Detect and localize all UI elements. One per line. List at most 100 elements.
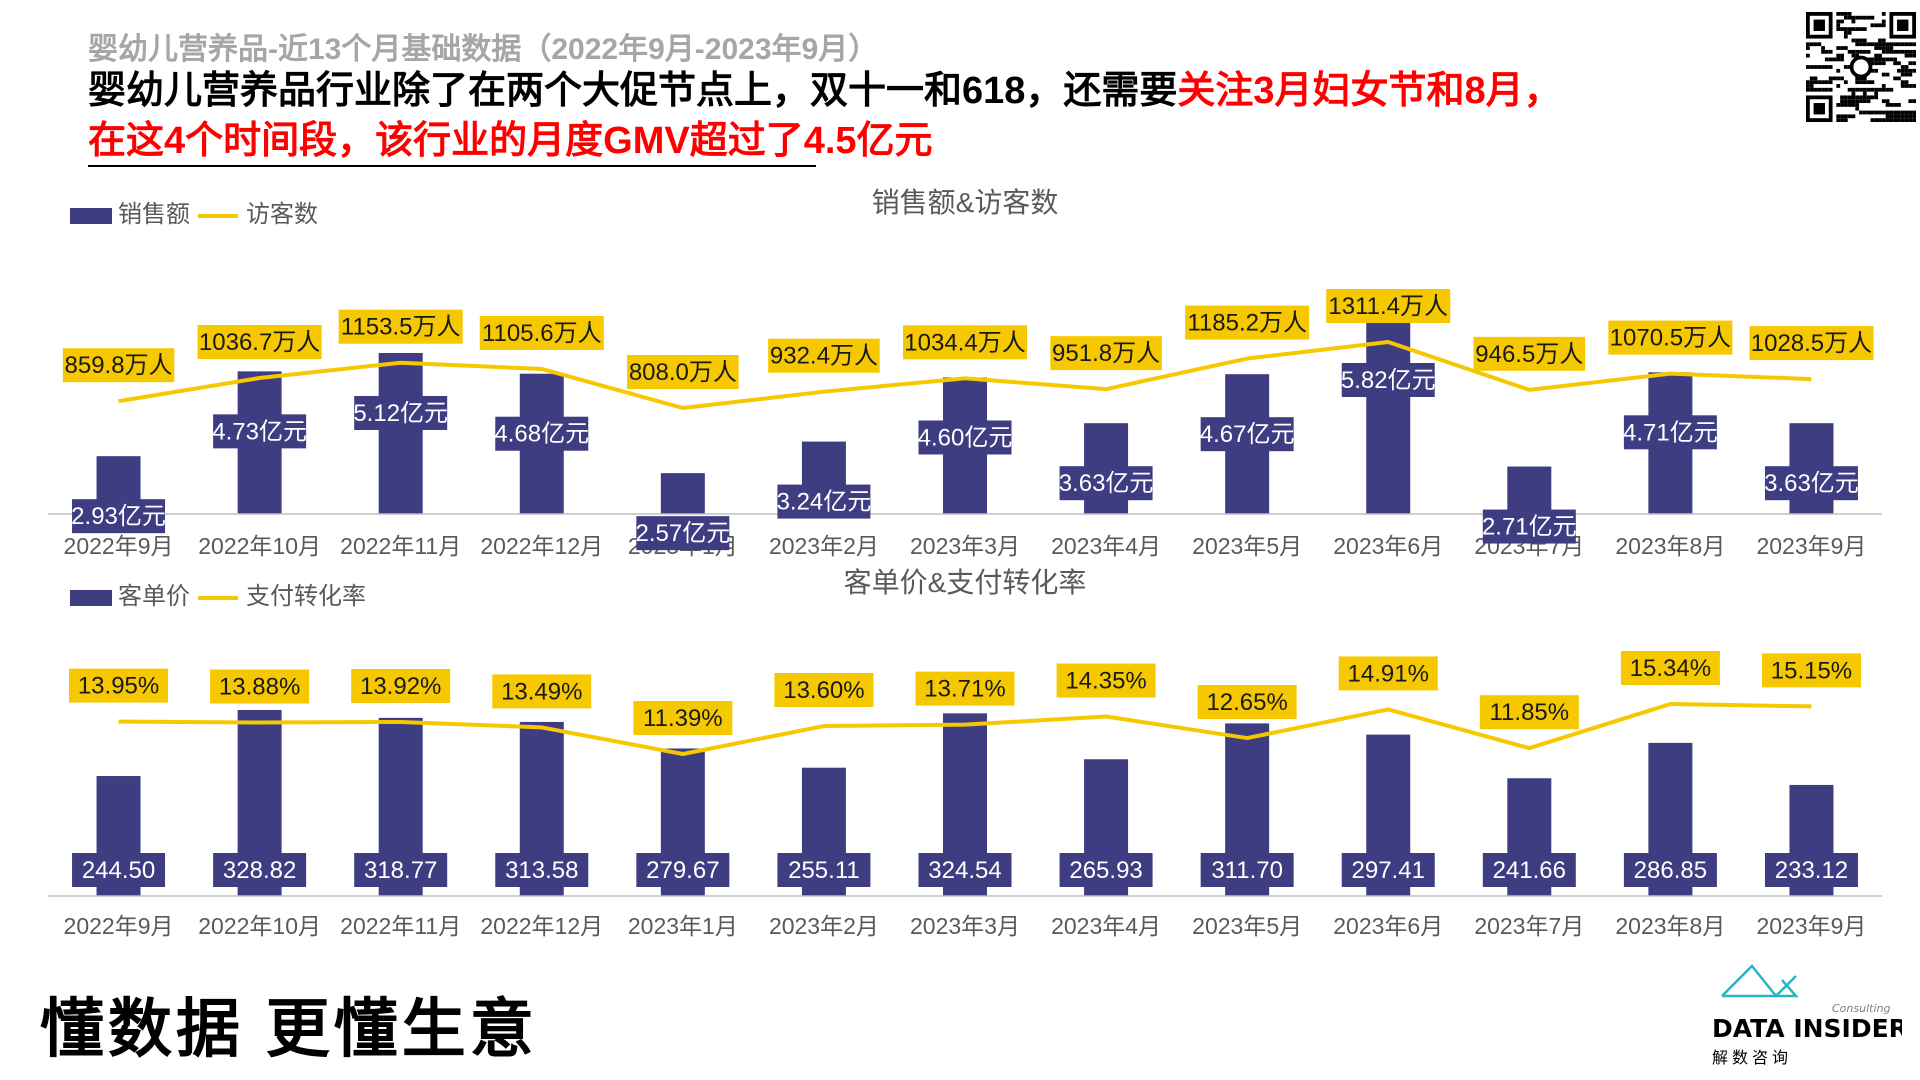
bar-label-bg	[354, 853, 448, 887]
bar-data-label: 255.11	[777, 853, 871, 887]
x-tick-label: 2022年12月	[480, 913, 603, 939]
headline-underline	[88, 165, 816, 167]
bar	[1507, 466, 1552, 514]
line-label-text: 946.5万人	[1475, 341, 1583, 368]
bar-data-label: 233.12	[1764, 853, 1858, 887]
bar-label-text: 297.41	[1352, 857, 1425, 884]
brand-sub: 解数咨询	[1712, 1048, 1792, 1067]
bar-data-label: 324.54	[918, 853, 1012, 887]
line-data-label: 859.8万人	[62, 348, 175, 383]
x-tick-label: 2023年2月	[769, 533, 879, 559]
line-data-label: 13.92%	[351, 668, 451, 703]
line-label-text: 951.8万人	[1052, 340, 1160, 367]
qr-code-icon	[1806, 12, 1916, 122]
chart-1: 销售额&访客数 销售额 访客数 2022年9月 2022年10月 2022年11月 2022…	[48, 187, 1882, 559]
bar-data-label: 265.93	[1059, 853, 1153, 887]
bar-label-text: 311.70	[1211, 857, 1283, 884]
bar-label-bg	[1764, 853, 1858, 887]
bar-label-text: 241.66	[1493, 857, 1566, 884]
bar-label-bg	[495, 853, 589, 887]
bar-data-label: 3.63亿元	[1764, 466, 1859, 501]
bar-label-bg	[495, 416, 589, 451]
bar-label-text: 4.73亿元	[212, 418, 307, 445]
line-data-label: 951.8万人	[1050, 336, 1162, 371]
bar-data-label: 318.77	[354, 853, 448, 887]
chart-legend: 销售额 访客数	[70, 201, 318, 228]
bar-data-label: 3.24亿元	[777, 484, 871, 519]
line-data-label: 13.49%	[492, 674, 592, 709]
legend-line-label: 支付转化率	[246, 583, 366, 610]
bar-label-text: 244.50	[82, 857, 155, 884]
page-subtitle: 婴幼儿营养品-近13个月基础数据（2022年9月-2023年9月）	[88, 33, 879, 66]
bar-data-label: 244.50	[72, 853, 166, 887]
series-line	[118, 340, 1812, 410]
bar-data-label: 5.82亿元	[1341, 363, 1436, 397]
line-label-text: 13.49%	[501, 678, 582, 705]
chart-title: 客单价&支付转化率	[844, 567, 1087, 598]
bar-data-label: 241.66	[1482, 853, 1576, 887]
bar-label-bg	[918, 853, 1012, 887]
bar-label-bg	[777, 853, 871, 887]
x-tick-label: 2023年9月	[1756, 913, 1866, 939]
line-label-text: 13.92%	[360, 673, 441, 700]
bar-label-text: 2.71亿元	[1482, 514, 1577, 541]
line-data-label: 15.34%	[1620, 651, 1720, 685]
bar-label-text: 3.63亿元	[1764, 470, 1859, 497]
bar-label-text: 2.93亿元	[71, 503, 166, 530]
bar-label-text: 265.93	[1069, 857, 1142, 884]
line-data-label: 12.65%	[1197, 685, 1297, 720]
line-label-text: 1153.5万人	[341, 314, 461, 341]
bar-label-bg	[1482, 853, 1576, 887]
line-label-bg	[69, 668, 169, 703]
x-tick-label: 2022年9月	[64, 533, 174, 559]
bar-label-bg	[1059, 466, 1153, 501]
line-label-text: 859.8万人	[65, 352, 173, 379]
line-label-bg	[1056, 663, 1156, 698]
line-label-text: 13.71%	[924, 676, 1005, 703]
line-label-bg	[903, 325, 1027, 360]
x-tick-label: 2022年12月	[480, 533, 603, 559]
bar-label-text: 233.12	[1775, 857, 1848, 884]
x-tick-label: 2022年10月	[198, 913, 321, 939]
x-tick-label: 2023年6月	[1333, 533, 1443, 559]
bar-label-bg	[1200, 417, 1294, 452]
line-label-bg	[1761, 653, 1861, 688]
headline-black-text: 婴幼儿营养品行业除了在两个大促节点上，双十一和618，还需要	[88, 70, 1178, 112]
bar-label-text: 5.12亿元	[353, 400, 448, 427]
line-data-label: 15.15%	[1761, 653, 1861, 688]
bar-label-text: 286.85	[1634, 857, 1707, 884]
line-label-text: 12.65%	[1206, 689, 1287, 716]
line-data-label: 13.88%	[210, 669, 310, 704]
bar-data-label: 2.71亿元	[1482, 509, 1577, 544]
line-label-bg	[915, 671, 1015, 706]
x-tick-label: 2023年8月	[1615, 913, 1725, 939]
chart-legend: 客单价 支付转化率	[70, 583, 366, 610]
line-data-label: 932.4万人	[768, 338, 880, 373]
bar-label-text: 313.58	[505, 857, 578, 884]
slogan: 懂数据 更懂生意	[40, 993, 538, 1065]
line-label-text: 932.4万人	[770, 343, 878, 370]
line-data-label: 1105.6万人	[479, 315, 604, 350]
headline-line-1: 婴幼儿营养品行业除了在两个大促节点上，双十一和618，还需要关注3月妇女节和8月…	[88, 66, 1562, 116]
x-tick-label: 2023年7月	[1474, 913, 1584, 939]
line-label-bg	[479, 315, 604, 350]
bar-label-bg	[1341, 853, 1435, 887]
bar-label-bg	[213, 414, 307, 449]
bar-label-bg	[918, 420, 1012, 455]
bar-data-label: 279.67	[636, 853, 730, 887]
bar-label-text: 3.63亿元	[1059, 470, 1154, 497]
line-label-text: 13.88%	[219, 673, 300, 700]
line-label-bg	[633, 701, 733, 735]
bar-label-bg	[1623, 415, 1717, 450]
brand-tag: Consulting	[1832, 1002, 1890, 1015]
x-tick-label: 2022年10月	[198, 533, 321, 559]
line-label-text: 14.91%	[1348, 660, 1429, 687]
bar-label-text: 4.67亿元	[1200, 421, 1295, 448]
line-label-bg	[774, 673, 874, 708]
line-label-bg	[197, 325, 322, 360]
bar-label-text: 4.60亿元	[918, 424, 1013, 451]
bar-label-text: 2.57亿元	[635, 520, 730, 547]
x-tick-label: 2023年5月	[1192, 533, 1302, 559]
x-tick-label: 2023年4月	[1051, 533, 1161, 559]
